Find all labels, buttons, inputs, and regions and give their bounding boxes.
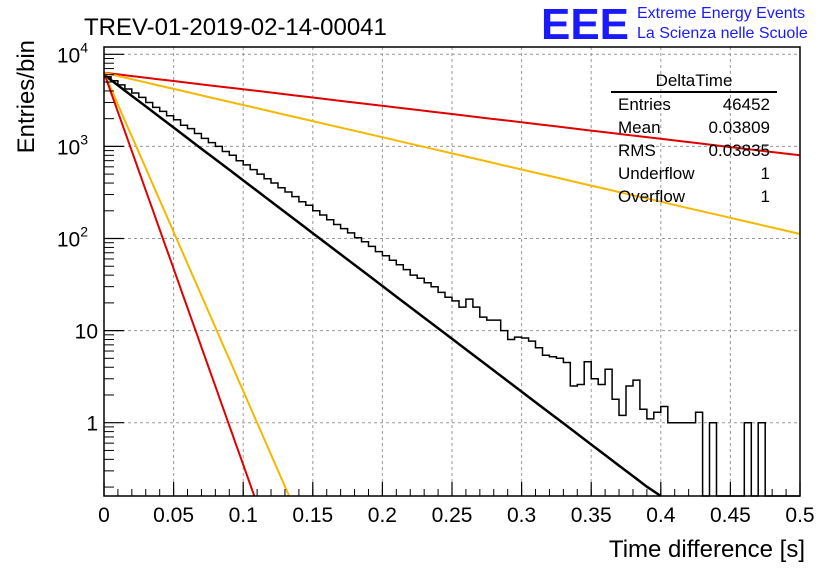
x-axis-label: Time difference [s]: [609, 536, 805, 563]
fit-curves: [103, 71, 801, 498]
logo-line2: La Scienza nelle Scuole: [637, 25, 808, 42]
eee-logo: EEE Extreme Energy Events La Scienza nel…: [541, 0, 808, 49]
stats-label: Overflow: [618, 187, 686, 206]
x-tick-label: 0: [98, 504, 110, 527]
x-tick-label: 0.1: [229, 504, 258, 527]
stats-value: 46452: [723, 95, 770, 114]
fit-curve: [103, 73, 662, 498]
stats-label: Mean: [618, 118, 661, 137]
fit-curve: [103, 72, 291, 497]
histogram-outline: [104, 76, 800, 497]
fit-curve: [103, 72, 256, 497]
x-tick-label: 0.35: [571, 504, 612, 527]
stats-label: Entries: [618, 95, 671, 114]
y-tick-label: 104: [57, 39, 88, 67]
stats-label: Underflow: [618, 164, 695, 183]
x-tick-label: 0.5: [785, 504, 814, 527]
x-tick-label: 0.2: [368, 504, 397, 527]
stats-name: DeltaTime: [656, 71, 733, 90]
y-tick-label: 102: [57, 223, 88, 251]
fit-curve: [103, 71, 801, 235]
x-tick-label: 0.15: [292, 504, 333, 527]
x-tick-label: 0.05: [153, 504, 194, 527]
x-tick-label: 0.3: [507, 504, 536, 527]
stats-value: 1: [761, 187, 770, 206]
axes: 0 0.05 0.1 0.15 0.2 0.25 0.3 0.35 0.4 0.45 0.5 1 10 1…: [57, 39, 815, 527]
y-tick-label: 1: [86, 413, 98, 436]
stats-value: 0.03809: [709, 118, 770, 137]
y-tick-label: 10: [75, 321, 98, 344]
stats-box: DeltaTime Entries 46452 Mean 0.03809 RMS 0.03…: [611, 71, 777, 206]
y-tick-label: 103: [57, 131, 88, 159]
logo-line1: Extreme Energy Events: [637, 5, 805, 22]
stats-label: RMS: [618, 141, 656, 160]
stats-rows: Entries 46452 Mean 0.03809 RMS 0.03835 Underfl…: [618, 95, 770, 206]
stats-value: 1: [761, 164, 770, 183]
x-tick-label: 0.45: [710, 504, 751, 527]
x-tick-label: 0.4: [646, 504, 676, 527]
histogram: [104, 76, 800, 497]
fit-curve: [103, 71, 801, 157]
stats-value: 0.03835: [709, 141, 770, 160]
logo-mark: EEE: [541, 0, 629, 49]
x-tick-label: 0.25: [432, 504, 473, 527]
y-axis-label: Entries/bin: [13, 40, 40, 153]
plot-title: TREV-01-2019-02-14-00041: [84, 14, 387, 41]
